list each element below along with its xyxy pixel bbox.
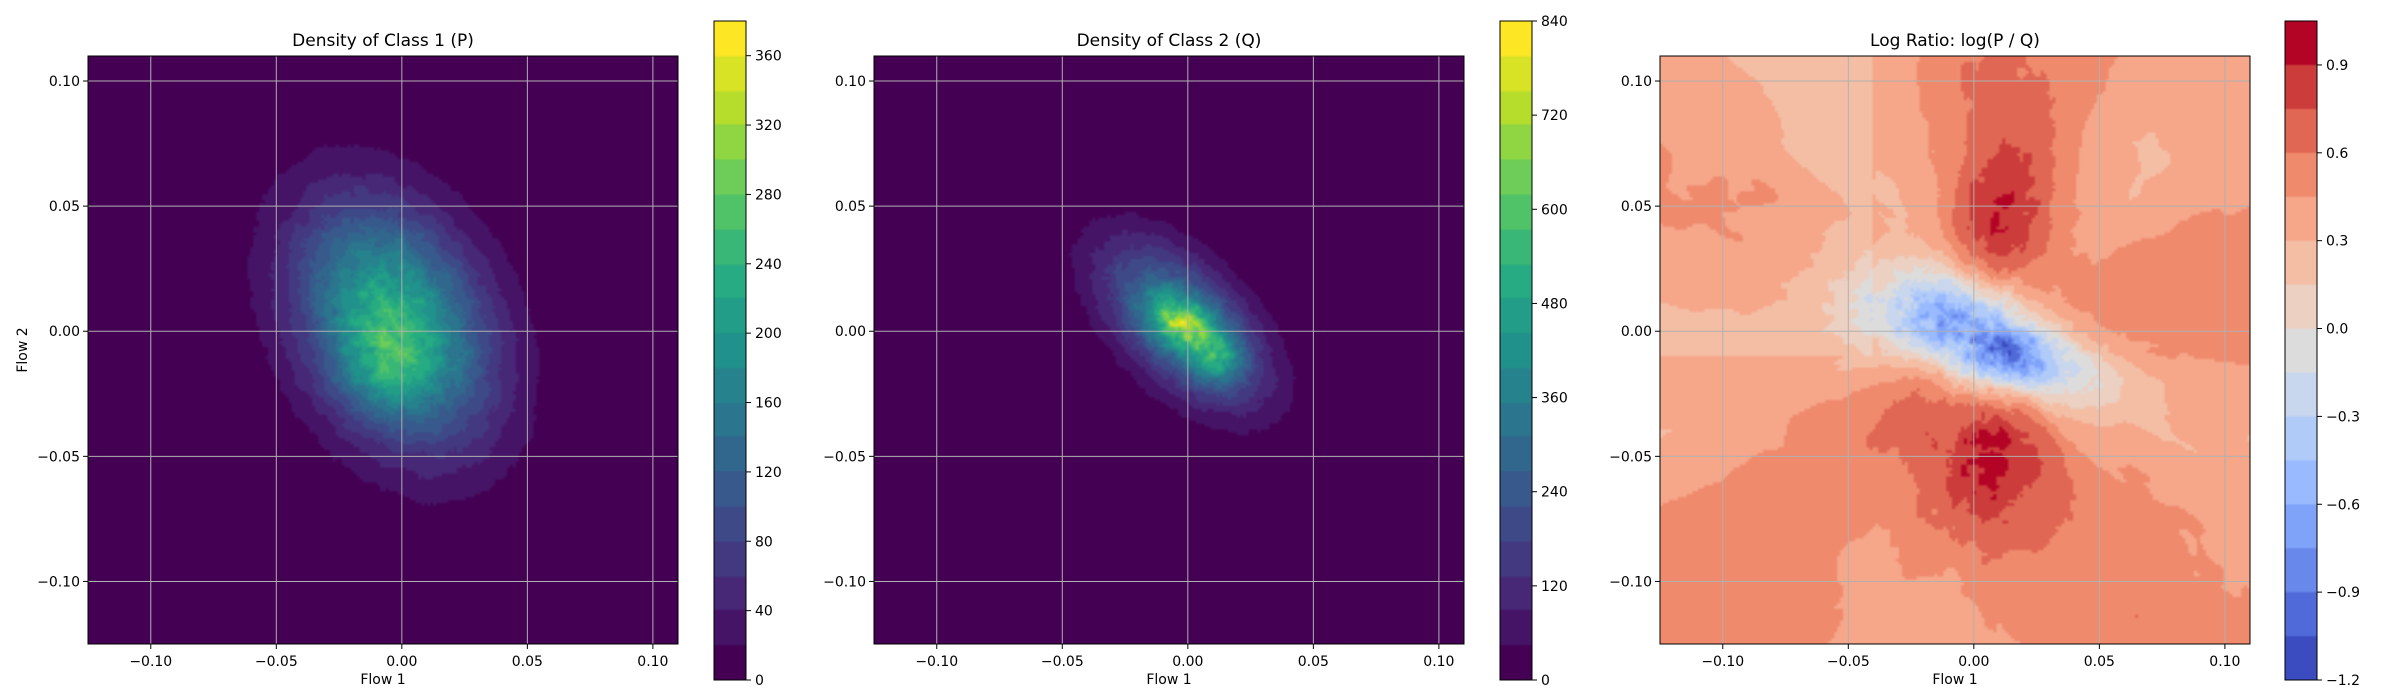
y-ticks: −0.10 −0.05 0.00 0.05 0.10 (823, 74, 874, 590)
y-axis-label: Flow 2 (15, 327, 31, 372)
panel-density-q: Density of Class 2 (Q) −0.10 −0.05 0.00 0.0… (823, 14, 1568, 689)
y-tick-label: −0.10 (823, 574, 866, 590)
y-tick-label: 0.10 (1621, 74, 1652, 90)
y-ticks: −0.10 −0.05 0.00 0.05 0.10 (37, 74, 88, 590)
heatmap-image (874, 56, 1464, 644)
colorbar-tick-label: −1.2 (2326, 673, 2360, 689)
y-tick-label: 0.00 (49, 324, 80, 340)
colorbar-tick-label: −0.6 (2326, 497, 2360, 513)
colorbar-tick-label: 40 (755, 604, 773, 620)
x-tick-label: −0.10 (1701, 654, 1744, 670)
x-tick-label: 0.10 (1423, 654, 1454, 670)
colorbar-image (714, 21, 746, 680)
x-tick-label: 0.10 (637, 654, 668, 670)
colorbar-tick-label: 0.9 (2326, 58, 2348, 74)
x-axis-label: Flow 1 (1146, 672, 1191, 688)
panel-log-ratio: Log Ratio: log(P / Q) −0.10 −0.05 0.00 0.05… (1609, 20, 2360, 689)
colorbar-ticks: −1.2 −0.9 −0.6 −0.3 0.0 0.3 0.6 0.9 (2317, 58, 2360, 689)
y-tick-label: 0.05 (835, 199, 866, 215)
x-tick-label: 0.05 (1298, 654, 1329, 670)
grid-lines (1660, 56, 2250, 644)
colorbar-frame (1499, 20, 1533, 681)
colorbar-frame (2284, 20, 2318, 681)
plot-frame (87, 55, 679, 645)
chart-title: Log Ratio: log(P / Q) (1870, 31, 2040, 51)
heatmap-image (1660, 56, 2250, 644)
colorbar-tick-label: 360 (755, 49, 782, 65)
colorbar-tick-label: 120 (1541, 579, 1568, 595)
x-tick-label: −0.05 (255, 654, 298, 670)
y-tick-label: −0.10 (1609, 574, 1652, 590)
chart-title: Density of Class 1 (P) (292, 31, 474, 51)
y-tick-label: 0.10 (49, 74, 80, 90)
colorbar-image (1500, 21, 1532, 680)
colorbar-tick-label: 720 (1541, 108, 1568, 124)
colorbar-tick-label: 240 (755, 257, 782, 273)
colorbar-ticks: 0 40 80 120 160 200 240 280 320 360 (746, 49, 782, 689)
colorbar-tick-label: 0.6 (2326, 146, 2348, 162)
x-tick-label: −0.10 (915, 654, 958, 670)
x-tick-label: −0.10 (129, 654, 172, 670)
x-tick-label: 0.10 (2209, 654, 2240, 670)
y-tick-label: 0.05 (49, 199, 80, 215)
colorbar-tick-label: −0.3 (2326, 409, 2360, 425)
x-ticks: −0.10 −0.05 0.00 0.05 0.10 (1701, 644, 2240, 670)
colorbar-image (2285, 21, 2317, 680)
colorbar-tick-label: 480 (1541, 296, 1568, 312)
plot-frame (873, 55, 1465, 645)
colorbar-tick-label: 320 (755, 118, 782, 134)
y-tick-label: 0.10 (835, 74, 866, 90)
plot-frame (1659, 55, 2251, 645)
colorbar-tick-label: 160 (755, 396, 782, 412)
y-tick-label: −0.05 (37, 449, 80, 465)
colorbar-tick-label: 0.0 (2326, 322, 2348, 338)
y-tick-label: 0.05 (1621, 199, 1652, 215)
colorbar-tick-label: 0.3 (2326, 234, 2348, 250)
grid-lines (88, 56, 678, 644)
x-tick-label: −0.05 (1827, 654, 1870, 670)
x-tick-label: 0.00 (1958, 654, 1989, 670)
chart-title: Density of Class 2 (Q) (1077, 31, 1262, 51)
y-tick-label: 0.00 (835, 324, 866, 340)
colorbar-tick-label: 120 (755, 465, 782, 481)
x-tick-label: 0.05 (2084, 654, 2115, 670)
colorbar-tick-label: 200 (755, 326, 782, 342)
y-ticks: −0.10 −0.05 0.00 0.05 0.10 (1609, 74, 1660, 590)
x-axis-label: Flow 1 (1932, 672, 1977, 688)
colorbar-tick-label: 0 (755, 673, 764, 689)
y-tick-label: 0.00 (1621, 324, 1652, 340)
colorbar-tick-label: 0 (1541, 673, 1550, 689)
colorbar-tick-label: 80 (755, 534, 773, 550)
x-tick-label: 0.05 (512, 654, 543, 670)
panel-density-p: Density of Class 1 (P) −0.10 −0.05 0.00 0.0… (15, 20, 782, 689)
heatmap-image (88, 56, 678, 644)
x-tick-label: −0.05 (1041, 654, 1084, 670)
y-tick-label: −0.05 (823, 449, 866, 465)
colorbar-tick-label: 360 (1541, 391, 1568, 407)
x-ticks: −0.10 −0.05 0.00 0.05 0.10 (129, 644, 668, 670)
y-tick-label: −0.05 (1609, 449, 1652, 465)
colorbar-ticks: 0 120 240 360 480 600 720 840 (1532, 14, 1568, 689)
x-tick-label: 0.00 (386, 654, 417, 670)
colorbar-tick-label: −0.9 (2326, 585, 2360, 601)
y-tick-label: −0.10 (37, 574, 80, 590)
colorbar-tick-label: 600 (1541, 202, 1568, 218)
grid-lines (874, 56, 1464, 644)
x-axis-label: Flow 1 (360, 672, 405, 688)
colorbar-tick-label: 840 (1541, 14, 1568, 30)
colorbar-frame (713, 20, 747, 681)
x-ticks: −0.10 −0.05 0.00 0.05 0.10 (915, 644, 1454, 670)
colorbar-tick-label: 240 (1541, 485, 1568, 501)
colorbar-tick-label: 280 (755, 187, 782, 203)
x-tick-label: 0.00 (1172, 654, 1203, 670)
